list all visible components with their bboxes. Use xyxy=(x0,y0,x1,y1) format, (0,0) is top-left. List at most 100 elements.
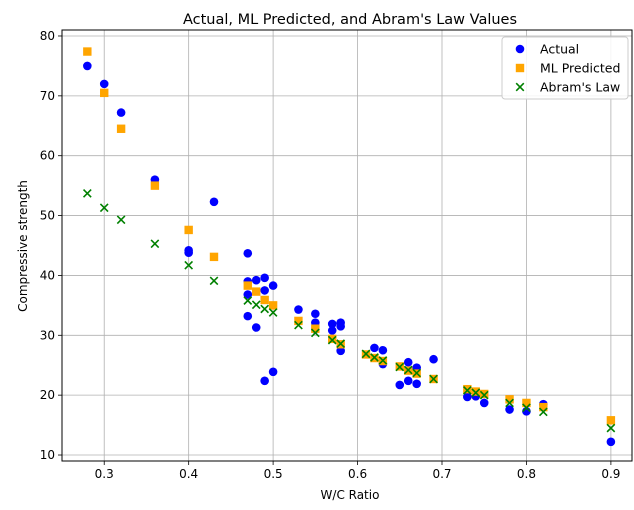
data-point-ml-predicted xyxy=(606,416,616,425)
data-point-actual xyxy=(463,392,472,402)
y-tick-label: 50 xyxy=(40,209,55,223)
x-tick-label: 0.9 xyxy=(601,467,620,481)
data-point-abram-s-law xyxy=(403,365,413,375)
data-point-ml-predicted xyxy=(150,181,160,190)
data-point-abram-s-law xyxy=(150,239,160,249)
x-tick-label: 0.7 xyxy=(432,467,451,481)
data-point-abram-s-law xyxy=(361,349,371,359)
series-actual xyxy=(83,61,616,447)
x-tick-label: 0.5 xyxy=(264,467,283,481)
legend-label-abram-s-law: Abram's Law xyxy=(540,80,620,95)
data-point-actual xyxy=(99,79,109,89)
data-point-actual xyxy=(412,379,421,389)
data-point-actual xyxy=(395,380,405,390)
data-point-ml-predicted xyxy=(209,252,219,262)
x-tick-label: 0.4 xyxy=(179,467,198,481)
data-point-actual xyxy=(184,248,193,257)
legend-marker-ml-predicted xyxy=(515,63,525,73)
data-point-ml-predicted xyxy=(116,124,126,133)
data-point-actual xyxy=(260,376,269,386)
data-point-actual xyxy=(336,346,345,356)
data-point-actual xyxy=(327,319,337,329)
series-abram-s-law xyxy=(82,189,616,433)
y-tick-label: 10 xyxy=(40,448,55,462)
data-point-abram-s-law xyxy=(606,423,616,433)
data-point-abram-s-law xyxy=(412,368,422,378)
legend-marker-actual xyxy=(515,44,525,54)
data-point-actual xyxy=(268,281,278,290)
data-point-ml-predicted xyxy=(268,301,278,310)
data-point-actual xyxy=(251,275,261,285)
data-point-abram-s-law xyxy=(505,398,514,408)
data-point-actual xyxy=(378,345,388,355)
legend-box xyxy=(501,36,629,100)
data-point-abram-s-law xyxy=(268,308,278,317)
data-point-actual xyxy=(243,311,253,321)
data-point-abram-s-law xyxy=(310,328,320,338)
data-point-actual xyxy=(606,437,616,447)
data-point-actual xyxy=(268,367,278,377)
data-point-abram-s-law xyxy=(538,407,548,417)
data-point-abram-s-law xyxy=(82,189,92,198)
data-point-actual xyxy=(403,357,413,367)
data-point-abram-s-law xyxy=(99,203,109,213)
x-tick-label: 0.6 xyxy=(348,467,367,481)
data-point-ml-predicted xyxy=(184,225,193,235)
data-point-actual xyxy=(294,305,303,314)
data-point-abram-s-law xyxy=(471,388,481,398)
y-tick-label: 70 xyxy=(40,89,55,103)
data-point-actual xyxy=(116,108,126,117)
data-point-actual xyxy=(403,376,413,386)
data-point-actual xyxy=(429,354,438,364)
data-point-ml-predicted xyxy=(471,387,480,396)
data-point-abram-s-law xyxy=(462,385,472,395)
data-point-actual xyxy=(83,61,92,71)
data-point-actual xyxy=(243,248,253,258)
data-point-abram-s-law xyxy=(209,276,219,286)
data-point-actual xyxy=(505,405,514,414)
data-point-abram-s-law xyxy=(243,296,253,305)
data-point-ml-predicted xyxy=(100,88,109,98)
data-point-actual xyxy=(327,326,337,335)
data-point-abram-s-law xyxy=(378,356,388,365)
data-point-abram-s-law xyxy=(370,353,379,362)
axis-ticks: 0.3 0.4 0.5 0.6 0.7 0.8 0.9 10 20 30 40 50 60 70 80 xyxy=(40,29,621,481)
data-point-abram-s-law xyxy=(184,260,194,270)
y-tick-label: 20 xyxy=(40,388,55,402)
data-point-ml-predicted xyxy=(294,316,303,326)
data-point-abram-s-law xyxy=(429,374,438,384)
data-point-actual xyxy=(479,398,489,408)
data-point-abram-s-law xyxy=(260,304,270,314)
data-point-abram-s-law xyxy=(522,403,531,413)
data-point-actual xyxy=(260,286,269,295)
data-point-ml-predicted xyxy=(252,287,261,296)
data-point-abram-s-law xyxy=(251,300,261,310)
data-point-ml-predicted xyxy=(463,384,472,394)
data-point-actual xyxy=(336,322,345,331)
legend-label-actual: Actual xyxy=(540,42,579,57)
y-axis-label: Compressive strength xyxy=(16,180,30,312)
plot-frame xyxy=(61,29,633,462)
data-point-actual xyxy=(209,197,219,207)
y-tick-label: 40 xyxy=(40,268,55,282)
series-ml-predicted xyxy=(83,47,616,425)
chart-title: Actual, ML Predicted, and Abram's Law Va… xyxy=(183,12,517,28)
y-tick-label: 80 xyxy=(40,29,55,43)
data-point-actual xyxy=(251,323,261,332)
data-point-ml-predicted xyxy=(311,324,320,333)
data-point-ml-predicted xyxy=(539,402,548,412)
legend: Actual ML Predicted Abram's Law xyxy=(501,36,629,100)
data-point-ml-predicted xyxy=(480,389,489,399)
data-point-abram-s-law xyxy=(479,390,489,400)
data-point-ml-predicted xyxy=(328,334,337,344)
data-point-actual xyxy=(260,273,269,283)
data-point-abram-s-law xyxy=(327,335,337,345)
y-tick-label: 30 xyxy=(40,328,55,342)
data-point-ml-predicted xyxy=(505,395,514,404)
data-point-ml-predicted xyxy=(522,398,531,408)
legend-label-ml-predicted: ML Predicted xyxy=(540,61,620,76)
data-point-ml-predicted xyxy=(243,281,252,290)
data-point-actual xyxy=(311,309,320,319)
legend-marker-abram-s-law xyxy=(515,82,525,92)
